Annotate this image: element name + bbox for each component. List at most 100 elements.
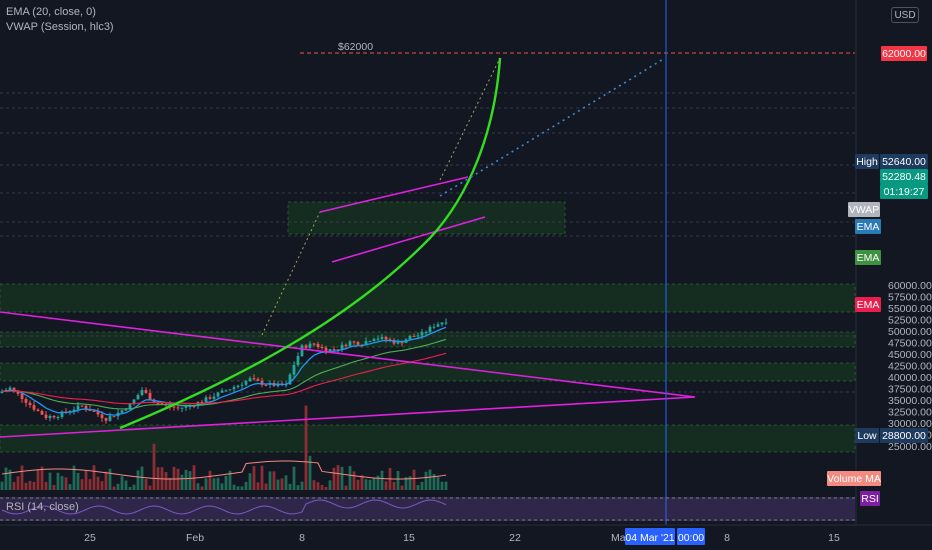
candle-body: [148, 392, 152, 400]
volume-bar: [60, 476, 64, 490]
volume-bar: [36, 469, 40, 490]
volume-bar: [276, 479, 280, 490]
price-tick: 35000.00: [888, 395, 932, 407]
candle-body: [440, 322, 444, 325]
support-zone: [0, 283, 856, 313]
candle-body: [92, 410, 96, 412]
volume-bar: [148, 485, 152, 490]
candle-body: [412, 335, 416, 337]
volume-bar: [256, 482, 260, 490]
volume-bar: [40, 466, 44, 490]
volume-bar: [320, 484, 324, 490]
candle-body: [396, 342, 400, 344]
volume-bar: [396, 470, 400, 490]
candle-body: [212, 396, 216, 399]
volume-bar: [416, 485, 420, 490]
crosshair-time-badge: [677, 528, 705, 545]
crosshair-date-badge-text: 04 Mar '21: [625, 532, 674, 544]
last-price-badge: [880, 169, 928, 184]
volume-bar: [300, 481, 304, 490]
volume-bar: [172, 466, 176, 490]
candle-body: [36, 409, 40, 411]
candle-body: [56, 417, 60, 419]
volume-bar: [48, 472, 52, 490]
candle-body: [320, 347, 324, 349]
vwap-indicator-label[interactable]: VWAP (Session, hlc3): [6, 21, 114, 33]
price-axis[interactable]: 25000.0027500.0030000.0032500.0035000.00…: [888, 280, 932, 453]
candle-body: [136, 395, 140, 400]
candle-body: [80, 405, 84, 407]
time-axis[interactable]: 25 Feb 8 15 22 Mar 8 15: [84, 532, 840, 544]
volume-bar: [88, 479, 92, 490]
target-price-badge-text: 62000.00: [882, 48, 926, 60]
volume-bar: [96, 476, 100, 490]
ema-50-badge-text: EMA: [857, 252, 880, 264]
candle-body: [96, 411, 100, 415]
volume-bar: [228, 470, 232, 490]
volume-bar: [400, 485, 404, 490]
low-label-badge: [855, 428, 879, 443]
time-tick: 25: [84, 532, 96, 544]
volume-bar: [352, 471, 356, 490]
candle-body: [356, 342, 360, 345]
volume-bar: [424, 471, 428, 490]
wedge-lower: [331, 216, 486, 263]
volume-bar: [272, 471, 276, 490]
candle-body: [204, 397, 208, 403]
candle-body: [368, 341, 372, 343]
volume-bar: [128, 486, 132, 490]
volume-bar: [108, 468, 112, 490]
high-price-badge: [880, 154, 928, 169]
time-tick: 15: [828, 532, 840, 544]
candle-body: [152, 399, 156, 404]
volume-bar: [304, 405, 308, 490]
volume-bar: [280, 478, 284, 490]
volume-bar: [308, 455, 312, 490]
volume-bar: [344, 485, 348, 490]
ema-100-line: [1, 352, 447, 405]
candle-body: [424, 332, 428, 334]
candle-body: [420, 332, 424, 336]
candle-body: [76, 405, 80, 410]
vwap-badge-text: VWAP: [849, 204, 880, 216]
volume-bar: [0, 481, 4, 490]
ema-50-badge: [855, 250, 881, 265]
volume-bar: [204, 478, 208, 490]
candle-body: [304, 345, 308, 348]
rsi-badge: [860, 491, 880, 506]
ema-indicator-label[interactable]: EMA (20, close, 0): [6, 6, 96, 18]
target-price-badge: [881, 46, 927, 61]
candle-body: [236, 385, 240, 388]
volume-bar: [336, 465, 340, 490]
volume-bar: [440, 481, 444, 490]
triangle-pattern: [0, 311, 696, 438]
volume-bar: [188, 471, 192, 490]
candle-body: [296, 355, 300, 366]
rsi-indicator-label[interactable]: RSI (14, close): [6, 501, 79, 513]
volume-bar: [112, 486, 116, 490]
volume-bar: [132, 484, 136, 490]
price-tick: 45000.00: [888, 349, 932, 361]
candle-body: [324, 347, 328, 353]
candle-body: [224, 390, 228, 392]
candle-body: [48, 415, 52, 419]
price-badges: 62000.00 High 52640.00 52280.48 01:19:27 VWAP…: [625, 46, 928, 545]
volume-bars: [0, 405, 448, 490]
candle-body: [372, 338, 376, 342]
volume-bar: [16, 476, 20, 490]
candle-body: [436, 324, 440, 327]
candle-body: [300, 345, 304, 356]
volume-bar: [412, 469, 416, 490]
candle-body: [336, 349, 340, 351]
volume-bar: [236, 486, 240, 490]
volume-bar: [56, 472, 60, 490]
currency-label[interactable]: USD: [891, 7, 919, 23]
volume-bar: [324, 486, 328, 490]
volume-bar: [232, 484, 236, 490]
candle-body: [72, 409, 76, 412]
candle-body: [40, 410, 44, 415]
volume-bar: [80, 479, 84, 490]
volume-bar: [136, 470, 140, 490]
candle-body: [84, 405, 88, 410]
